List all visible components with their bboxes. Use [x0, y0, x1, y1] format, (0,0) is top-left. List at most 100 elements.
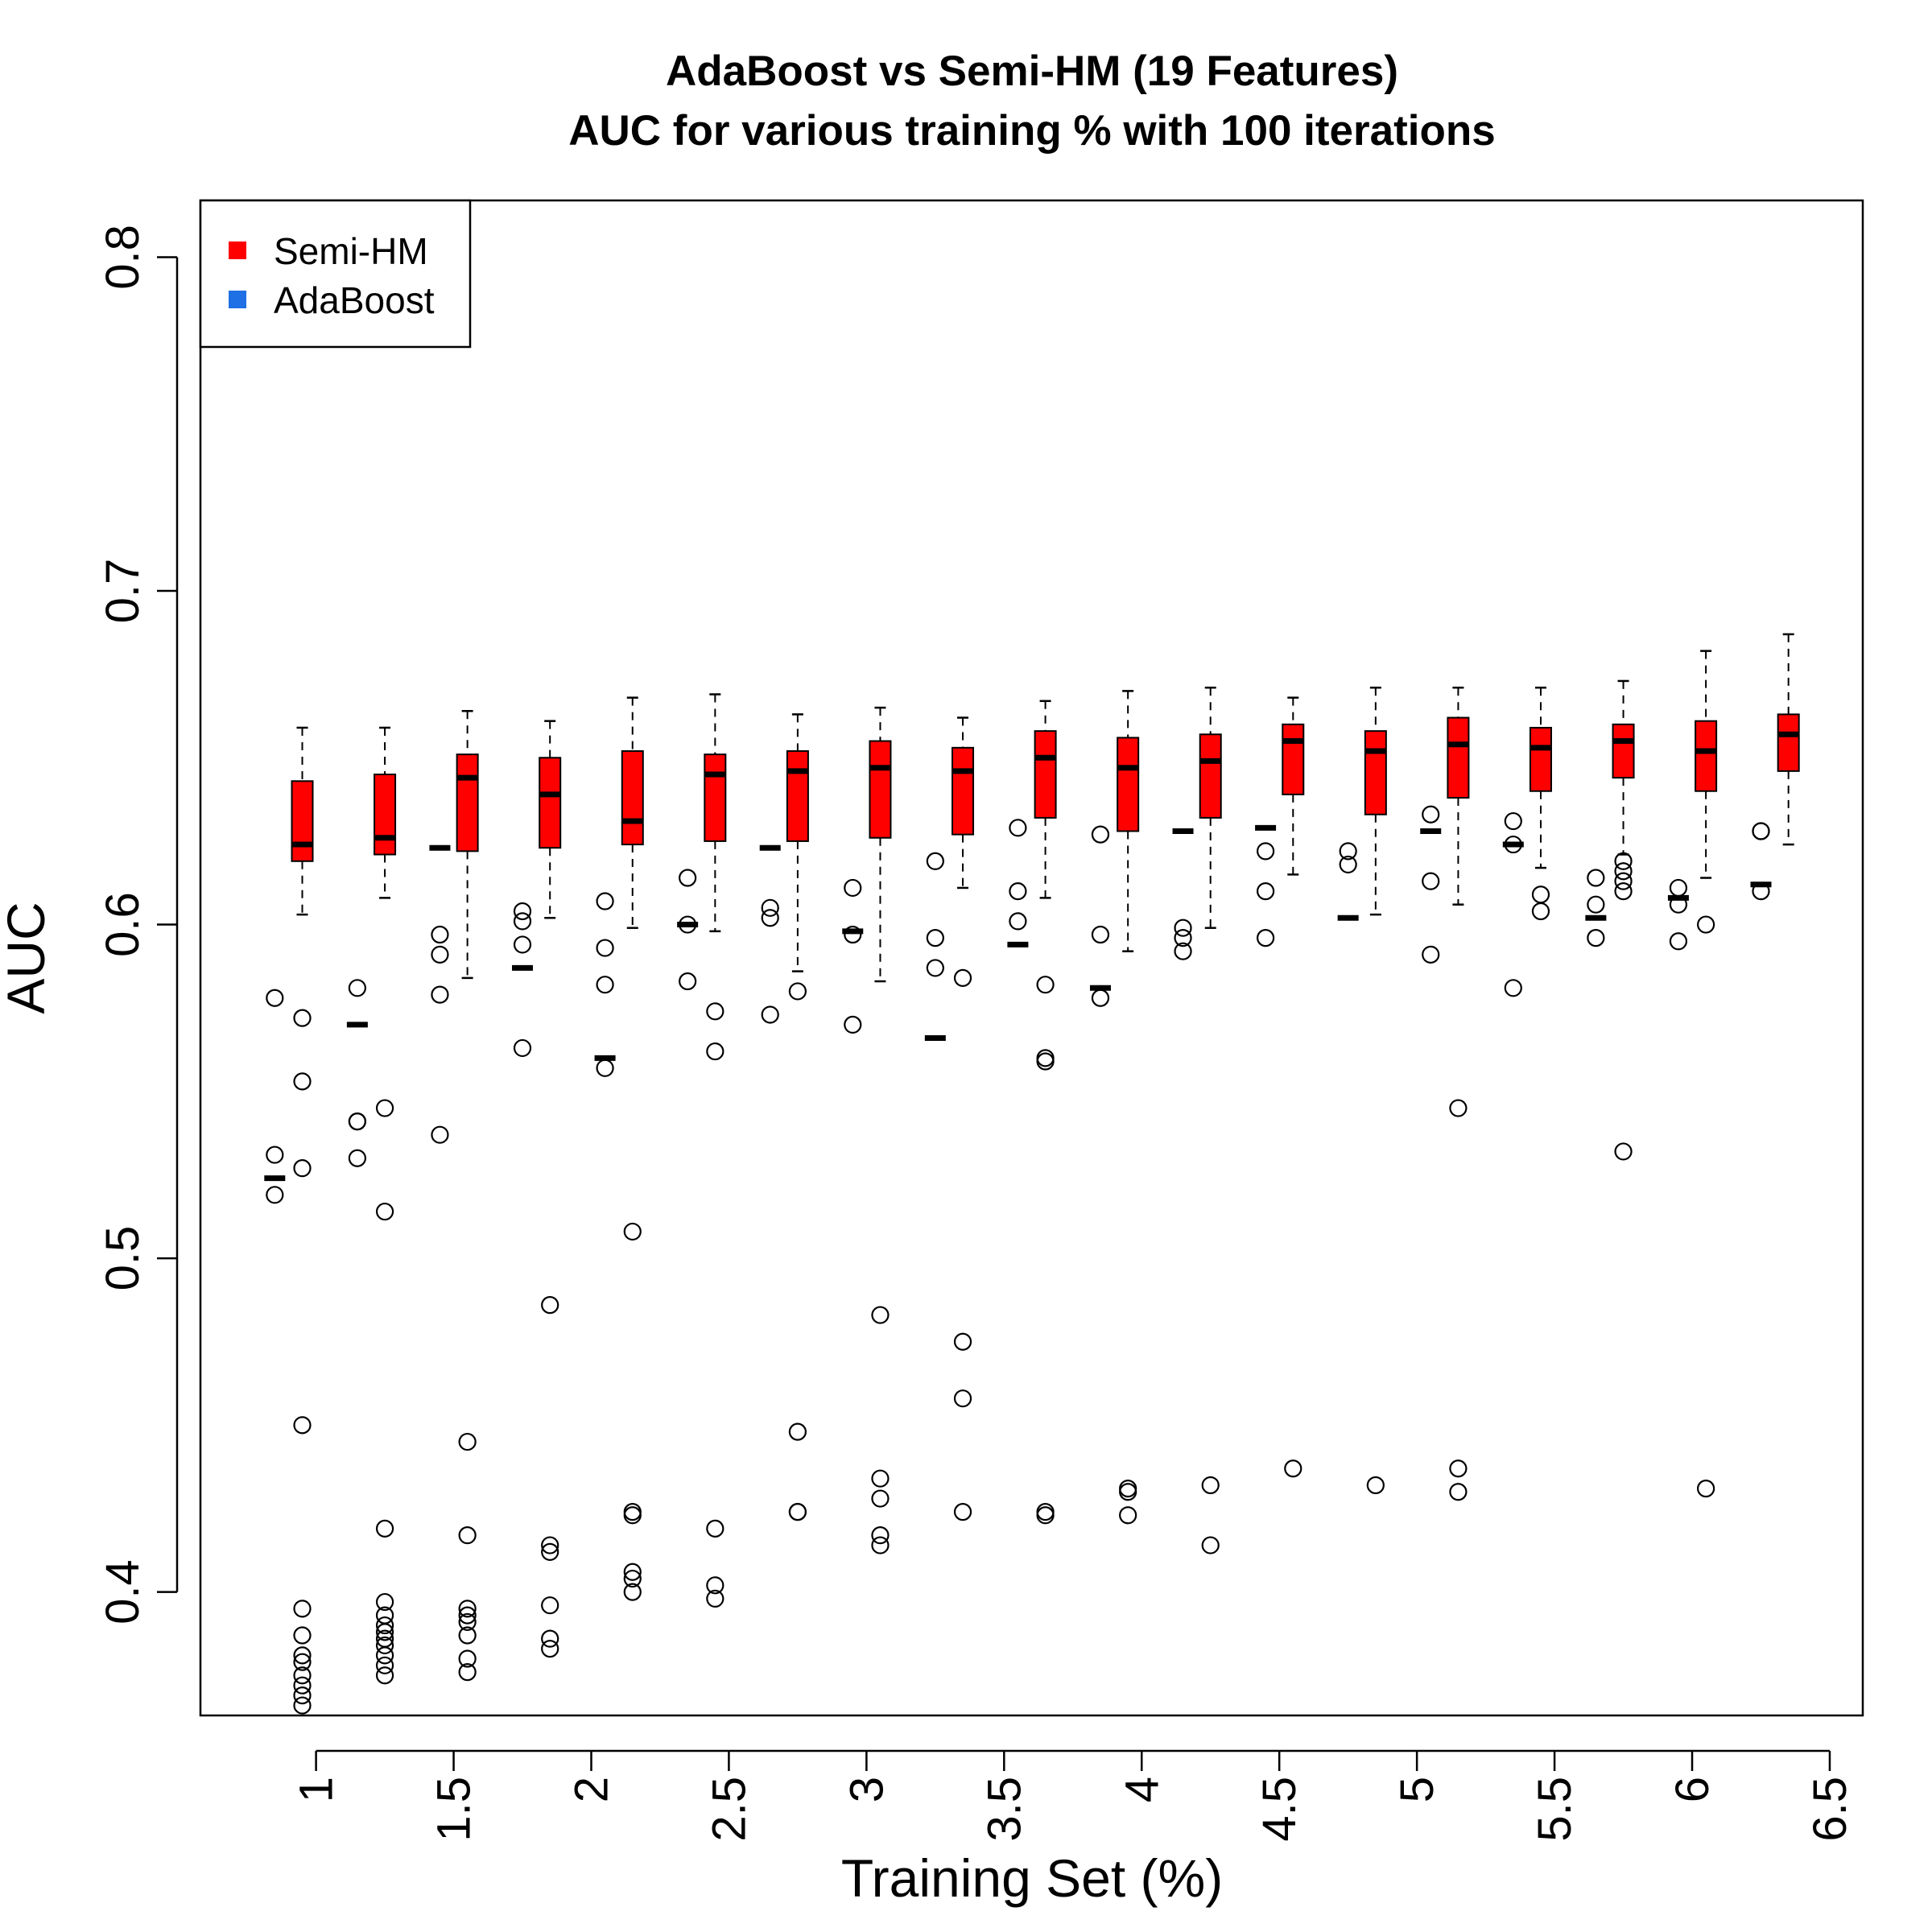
semi-hm-series [291, 633, 1800, 983]
outlier-point [458, 1612, 477, 1632]
outlier-point [375, 1646, 394, 1665]
outlier-point [1009, 912, 1027, 931]
outlier-point [458, 1606, 477, 1624]
outlier-point [1697, 915, 1715, 934]
outlier-point [1752, 881, 1770, 901]
outlier-point [1009, 881, 1027, 901]
semi-hm-box [1695, 720, 1718, 792]
outlier-point [953, 1332, 972, 1351]
outlier-point [266, 989, 284, 1007]
outlier-point [458, 1626, 477, 1645]
outlier-point [1587, 929, 1605, 947]
outlier-point [679, 972, 697, 991]
x-axis: 1 1.5 2 2.5 3 3.5 4 4.5 5 5.5 6 6.5 [291, 1749, 1856, 1842]
x-tick-label: 1 [291, 1777, 343, 1802]
outlier-point [458, 1663, 477, 1682]
outlier-point [1669, 878, 1688, 898]
outlier-point [788, 982, 807, 1001]
legend-box [199, 199, 472, 349]
x-tick-label: 4 [1116, 1777, 1168, 1802]
x-tick-label: 2 [565, 1777, 617, 1802]
outlier-point [541, 1296, 559, 1315]
outlier-point [1119, 1506, 1137, 1525]
outlier-point [926, 929, 944, 947]
semi-hm-box [374, 774, 397, 856]
semi-hm-box [704, 753, 727, 842]
outlier-point [293, 1696, 312, 1715]
outlier-point [1036, 1503, 1055, 1521]
y-tick-label: 0.5 [97, 1226, 149, 1291]
outlier-point [1697, 1480, 1715, 1498]
outlier-point [1531, 902, 1550, 921]
x-tick-label: 5 [1391, 1777, 1443, 1802]
outlier-point [375, 1592, 394, 1612]
outlier-point [1669, 895, 1688, 914]
semi-hm-box [1199, 733, 1222, 819]
outlier-point [1449, 1099, 1468, 1117]
outlier-point [706, 1576, 724, 1595]
outlier-point [1036, 1049, 1055, 1067]
outlier-point [1531, 886, 1550, 904]
semi-hm-box [621, 749, 644, 846]
outlier-point [1504, 835, 1522, 854]
outlier-point [706, 1589, 724, 1608]
outlier-point [761, 898, 779, 917]
outlier-point [431, 985, 449, 1004]
outlier-point [541, 1629, 559, 1648]
outlier-point [293, 1416, 312, 1435]
outlier-point [1036, 1052, 1055, 1071]
outlier-point [1257, 929, 1275, 947]
outlier-point [679, 869, 697, 887]
outlier-point [1504, 811, 1522, 831]
outlier-point [1614, 872, 1633, 890]
outlier-point [788, 1422, 807, 1441]
x-tick-label: 3 [840, 1777, 893, 1802]
x-tick-label: 3.5 [978, 1777, 1030, 1842]
x-tick-label: 4.5 [1253, 1777, 1306, 1842]
outlier-point [513, 1038, 532, 1058]
outlier-point [1009, 819, 1027, 837]
outlier-point [541, 1639, 559, 1658]
outlier-point [513, 902, 532, 921]
outlier-point [431, 945, 449, 964]
outlier-point [1201, 1476, 1220, 1495]
outlier-point [706, 1042, 724, 1061]
x-axis-title: Training Set (%) [841, 1848, 1223, 1908]
outlier-point [596, 892, 614, 910]
outlier-point [1449, 1483, 1468, 1501]
outlier-point [706, 1519, 724, 1538]
outlier-point [375, 1202, 394, 1221]
outlier-point [871, 1536, 890, 1554]
y-tick-label: 0.8 [97, 225, 149, 290]
semi-hm-box [1282, 723, 1305, 795]
outlier-point [1174, 919, 1192, 937]
outlier-point [541, 1542, 559, 1561]
outlier-point [266, 1186, 284, 1204]
y-axis: 0.4 0.5 0.6 0.7 0.8 [97, 225, 179, 1624]
outlier-point [844, 878, 862, 898]
outlier-point [623, 1222, 642, 1241]
outlier-point [293, 1646, 312, 1665]
outlier-point [761, 1005, 779, 1024]
outlier-point [1422, 805, 1440, 824]
outlier-point [871, 1469, 890, 1488]
outlier-point [1091, 825, 1110, 844]
outlier-point [1504, 979, 1522, 997]
semi-hm-box [786, 749, 809, 842]
semi-hm-box [952, 746, 975, 836]
outlier-point [1201, 1536, 1220, 1554]
x-tick-label: 5.5 [1529, 1777, 1581, 1842]
outlier-point [1614, 852, 1633, 870]
outlier-point [375, 1519, 394, 1538]
outlier-point [623, 1563, 642, 1581]
outlier-point [1036, 1506, 1055, 1525]
outlier-point [1587, 869, 1605, 887]
outlier-point [953, 1389, 972, 1408]
outlier-point [871, 1489, 890, 1508]
outlier-point [1339, 855, 1357, 874]
y-axis-title: AUC [0, 902, 56, 1013]
outlier-point [871, 1306, 890, 1324]
outlier-point [541, 1596, 559, 1615]
outlier-point [293, 1072, 312, 1091]
